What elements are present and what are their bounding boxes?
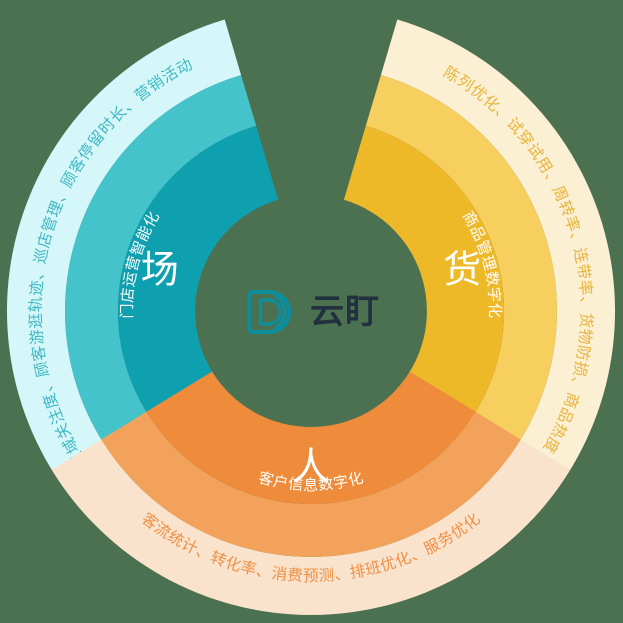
segment-chang-key-char: 场 bbox=[141, 250, 179, 292]
segment-huo-key-char: 货 bbox=[443, 250, 481, 292]
segment-chang-outer-band bbox=[6, 19, 242, 521]
segment-ren-inner-band bbox=[146, 371, 476, 505]
segment-ren[interactable]: 人 客户信息数字化 客流统计、转化率、消费预测、排班优化、服务优化 bbox=[51, 371, 571, 615]
segment-chang-inner-band bbox=[117, 125, 279, 444]
segment-ren-outer-band bbox=[51, 439, 571, 615]
segment-huo[interactable]: 货 商品管理数字化 陈列优化、试穿试用、周转率、连带率、货物防损、商品热度 bbox=[343, 19, 616, 521]
segment-ren-key-char: 人 bbox=[292, 447, 330, 489]
segment-huo-mid-band bbox=[365, 75, 557, 481]
segment-chang[interactable]: 场 门店运营智能化 区域关注度、顾客游逛轨迹、巡店管理、顾客停留时长、营销活动 bbox=[6, 19, 279, 521]
segment-ren-mid-band bbox=[101, 411, 521, 557]
segment-huo-inner-band bbox=[343, 125, 505, 444]
segment-chang-mid-band bbox=[65, 75, 257, 481]
segment-huo-outer-band bbox=[380, 19, 616, 521]
